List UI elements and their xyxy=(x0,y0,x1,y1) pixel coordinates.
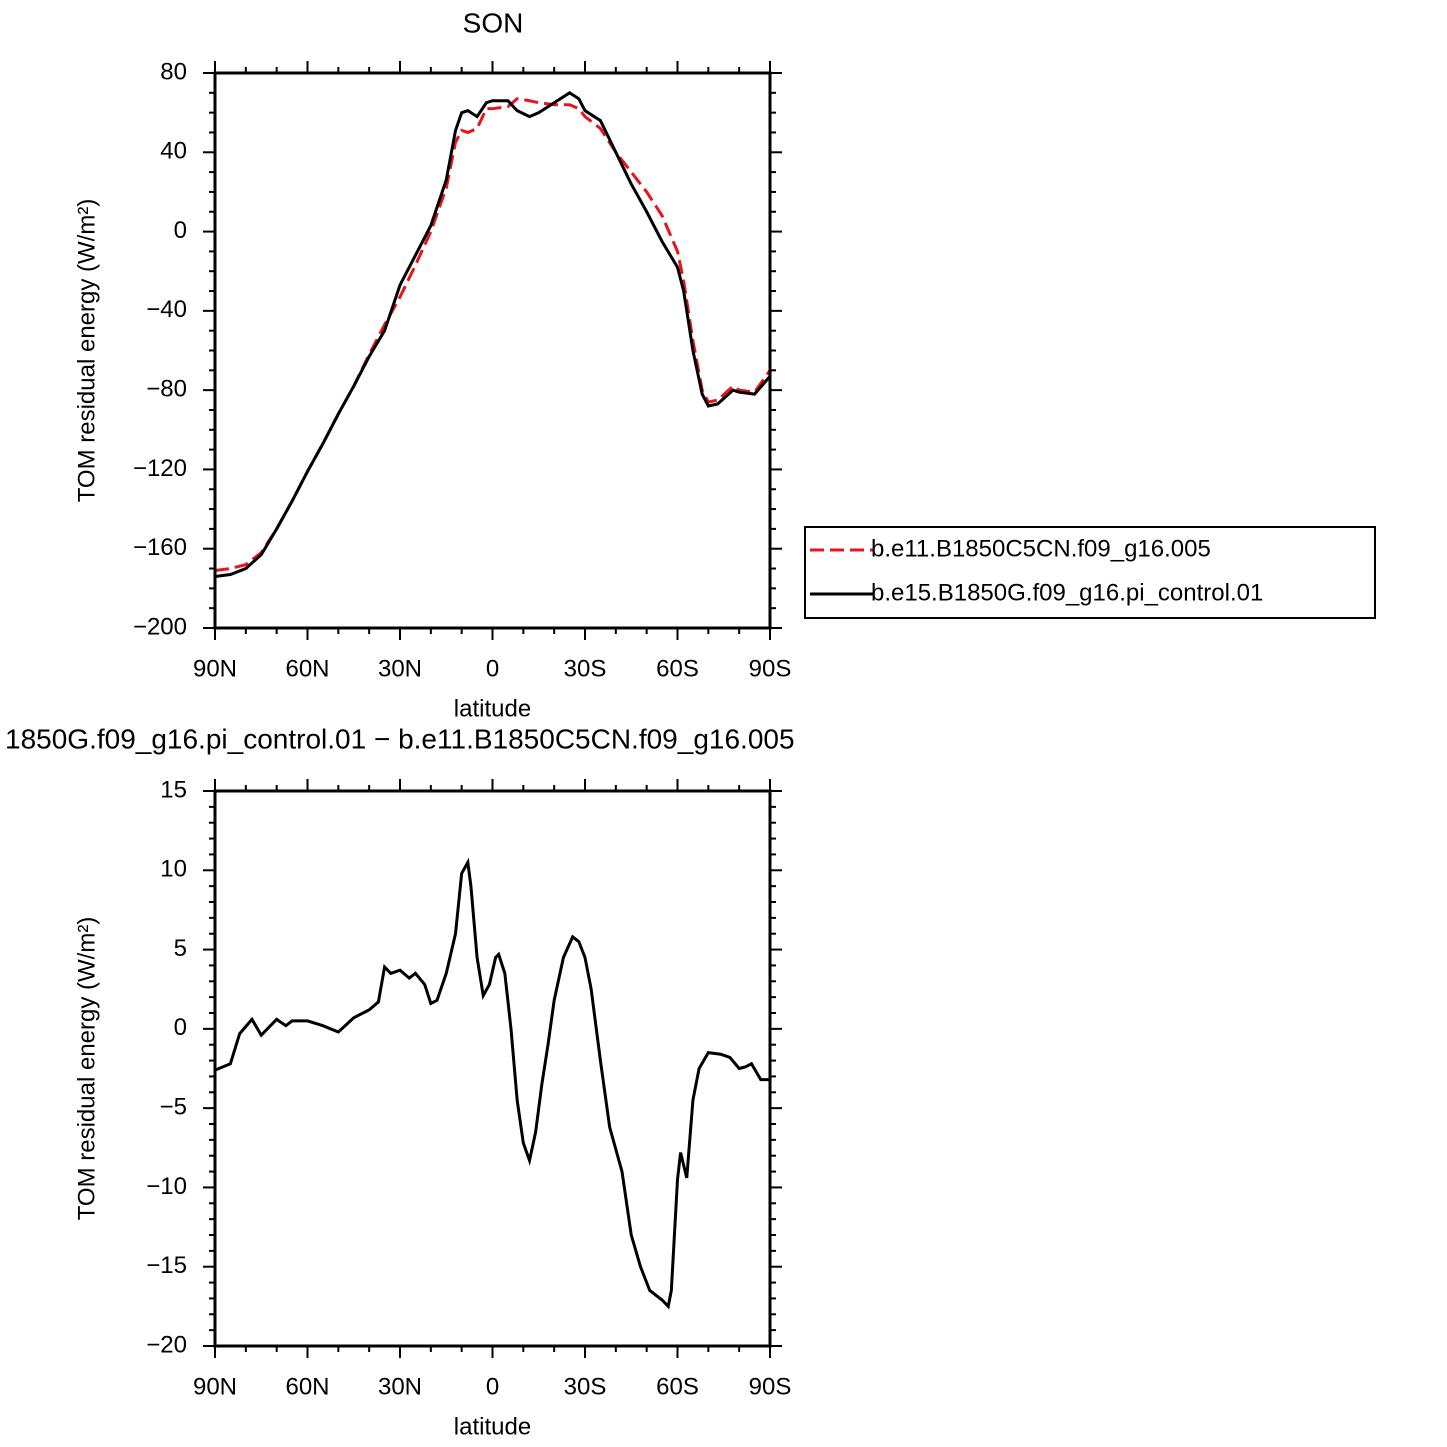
legend-box xyxy=(804,526,1376,619)
y-tick-label: 5 xyxy=(174,935,187,962)
x-tick-label: 30S xyxy=(564,1373,607,1400)
y-tick-label: 0 xyxy=(174,217,187,244)
x-tick-label: 90N xyxy=(193,655,237,682)
y-tick-label: 40 xyxy=(160,138,187,165)
data-line xyxy=(214,857,770,1310)
y-tick-label: −20 xyxy=(146,1331,187,1358)
x-tick-label: 60N xyxy=(285,1373,329,1400)
x-tick-label: 30N xyxy=(378,1373,422,1400)
legend-label: b.e11.B1850C5CN.f09_g16.005 xyxy=(871,535,1211,562)
x-tick-label: 0 xyxy=(486,655,499,682)
y-tick-label: −200 xyxy=(133,613,187,640)
y-tick-label: 80 xyxy=(160,58,187,85)
x-axis-label: latitude xyxy=(454,1413,531,1440)
x-tick-label: 90S xyxy=(749,1373,792,1400)
plot-frame xyxy=(213,789,772,1348)
plot-frame xyxy=(213,71,772,630)
y-tick-label: 10 xyxy=(160,856,187,883)
y-tick-label: 15 xyxy=(160,776,187,803)
x-tick-label: 60S xyxy=(656,1373,699,1400)
y-tick-label: 0 xyxy=(174,1014,187,1041)
legend-label: b.e15.B1850G.f09_g16.pi_control.01 xyxy=(871,579,1263,606)
x-axis-label: latitude xyxy=(454,695,531,722)
y-tick-label: −40 xyxy=(146,296,187,323)
chart-title: SON xyxy=(463,7,524,38)
chart-title: 1850G.f09_g16.pi_control.01 − b.e11.B185… xyxy=(5,723,795,754)
y-axis-label: TOM residual energy (W/m²) xyxy=(73,199,100,503)
x-tick-label: 30N xyxy=(378,655,422,682)
data-line xyxy=(214,97,772,573)
y-tick-label: −80 xyxy=(146,375,187,402)
x-tick-label: 60S xyxy=(656,655,699,682)
x-tick-label: 90N xyxy=(193,1373,237,1400)
y-axis-label: TOM residual energy (W/m²) xyxy=(73,917,100,1221)
x-tick-label: 30S xyxy=(564,655,607,682)
data-line xyxy=(214,91,772,578)
y-tick-label: −5 xyxy=(160,1093,187,1120)
y-tick-label: −15 xyxy=(146,1252,187,1279)
y-tick-label: −10 xyxy=(146,1173,187,1200)
x-tick-label: 60N xyxy=(285,655,329,682)
y-tick-label: −120 xyxy=(133,455,187,482)
x-tick-label: 0 xyxy=(486,1373,499,1400)
x-tick-label: 90S xyxy=(749,655,792,682)
y-tick-label: −160 xyxy=(133,534,187,561)
